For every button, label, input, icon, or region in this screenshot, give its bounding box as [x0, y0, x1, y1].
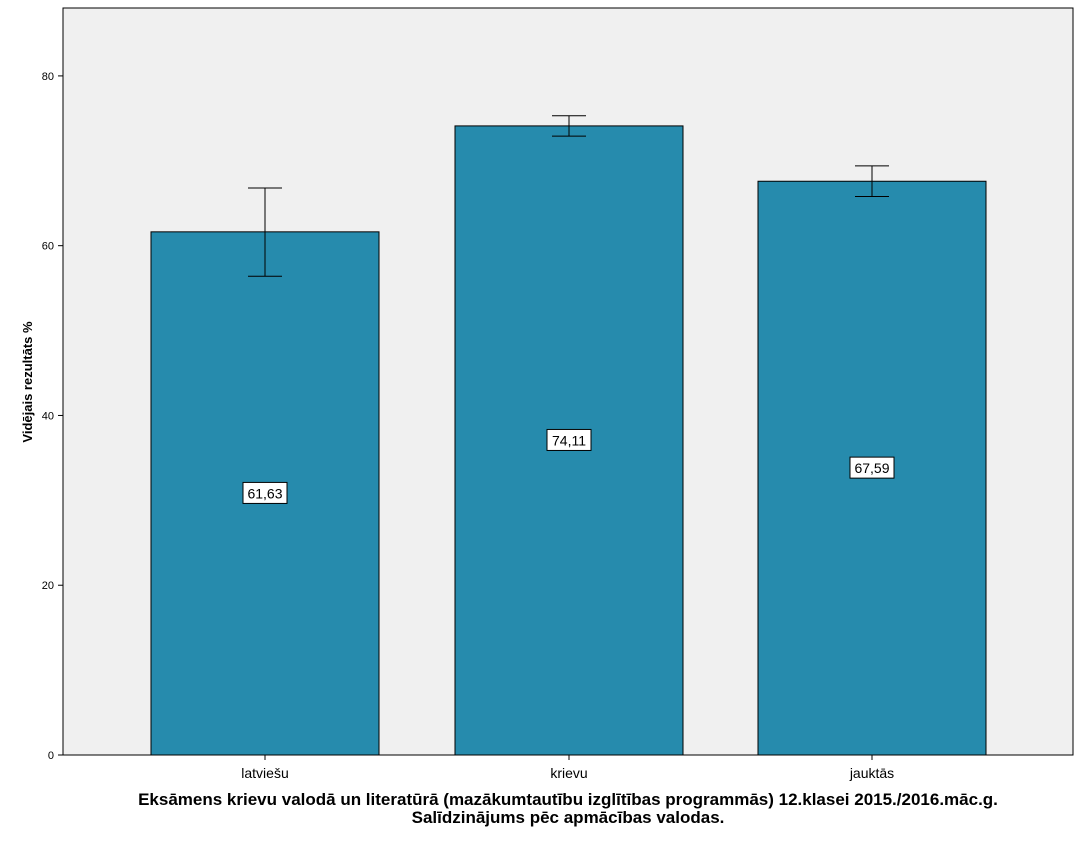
data-label-box: [849, 456, 895, 479]
caption-line-1: Eksāmens krievu valodā un literatūrā (ma…: [138, 790, 998, 809]
y-tick-label: 0: [48, 750, 54, 762]
data-label: 67,59: [854, 460, 889, 476]
y-tick-label: 40: [42, 410, 54, 422]
data-label-box: [242, 481, 288, 504]
y-tick-label: 20: [42, 580, 54, 592]
x-tick-label: jauktās: [849, 765, 894, 781]
y-tick-label: 80: [42, 71, 54, 83]
x-tick-label: krievu: [550, 765, 587, 781]
x-axis: latviešu krievu jauktās: [241, 755, 894, 781]
y-tick-label: 60: [42, 241, 54, 253]
data-labels: 61,63 74,11 67,59: [242, 428, 895, 504]
x-tick-label: latviešu: [241, 765, 288, 781]
chart-caption: Eksāmens krievu valodā un literatūrā (ma…: [0, 791, 1086, 827]
caption-line-2: Salīdzinājums pēc apmācības valodas.: [411, 808, 725, 827]
y-axis: 0 20 40 60 80: [42, 71, 63, 762]
data-label: 74,11: [552, 432, 586, 448]
y-axis-title: Vidējais rezultāts %: [20, 321, 35, 443]
error-bars: [248, 115, 889, 277]
data-label: 61,63: [247, 485, 282, 501]
data-label-box: [546, 428, 592, 451]
